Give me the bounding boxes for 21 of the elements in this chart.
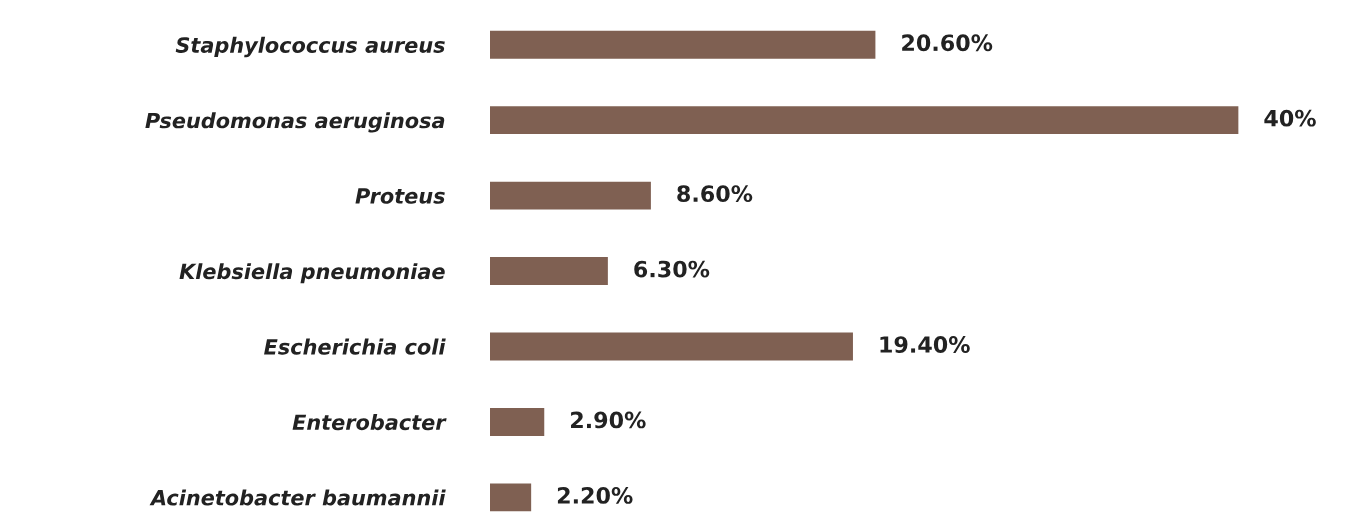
- bar: [490, 257, 608, 285]
- data-label: 19.40%: [880, 336, 970, 353]
- y-tick-label: Escherichia coli: [264, 338, 446, 355]
- data-label: 2.90%: [571, 411, 646, 429]
- data-label: 2.20%: [557, 487, 633, 504]
- y-tick-label: Enterobacter: [292, 414, 447, 431]
- bar: [490, 106, 1239, 135]
- bar: [490, 181, 651, 210]
- y-tick-label: Pseudomonas aeruginosa: [145, 112, 445, 133]
- data-label: 8.60%: [677, 185, 753, 203]
- data-label: 6.30%: [634, 260, 710, 278]
- y-tick-label: Klebsiella pneumoniae: [179, 263, 445, 284]
- bar: [490, 332, 853, 361]
- bar: [490, 407, 545, 436]
- bar: [490, 483, 532, 512]
- y-tick-label: Acinetobacter baumannii: [149, 489, 446, 506]
- data-label: 20.60%: [902, 34, 993, 52]
- bar: [490, 30, 876, 59]
- y-tick-label: Proteus: [355, 188, 445, 204]
- y-tick-label: Staphylococcus aureus: [175, 36, 445, 58]
- data-label: 40%: [1264, 109, 1316, 127]
